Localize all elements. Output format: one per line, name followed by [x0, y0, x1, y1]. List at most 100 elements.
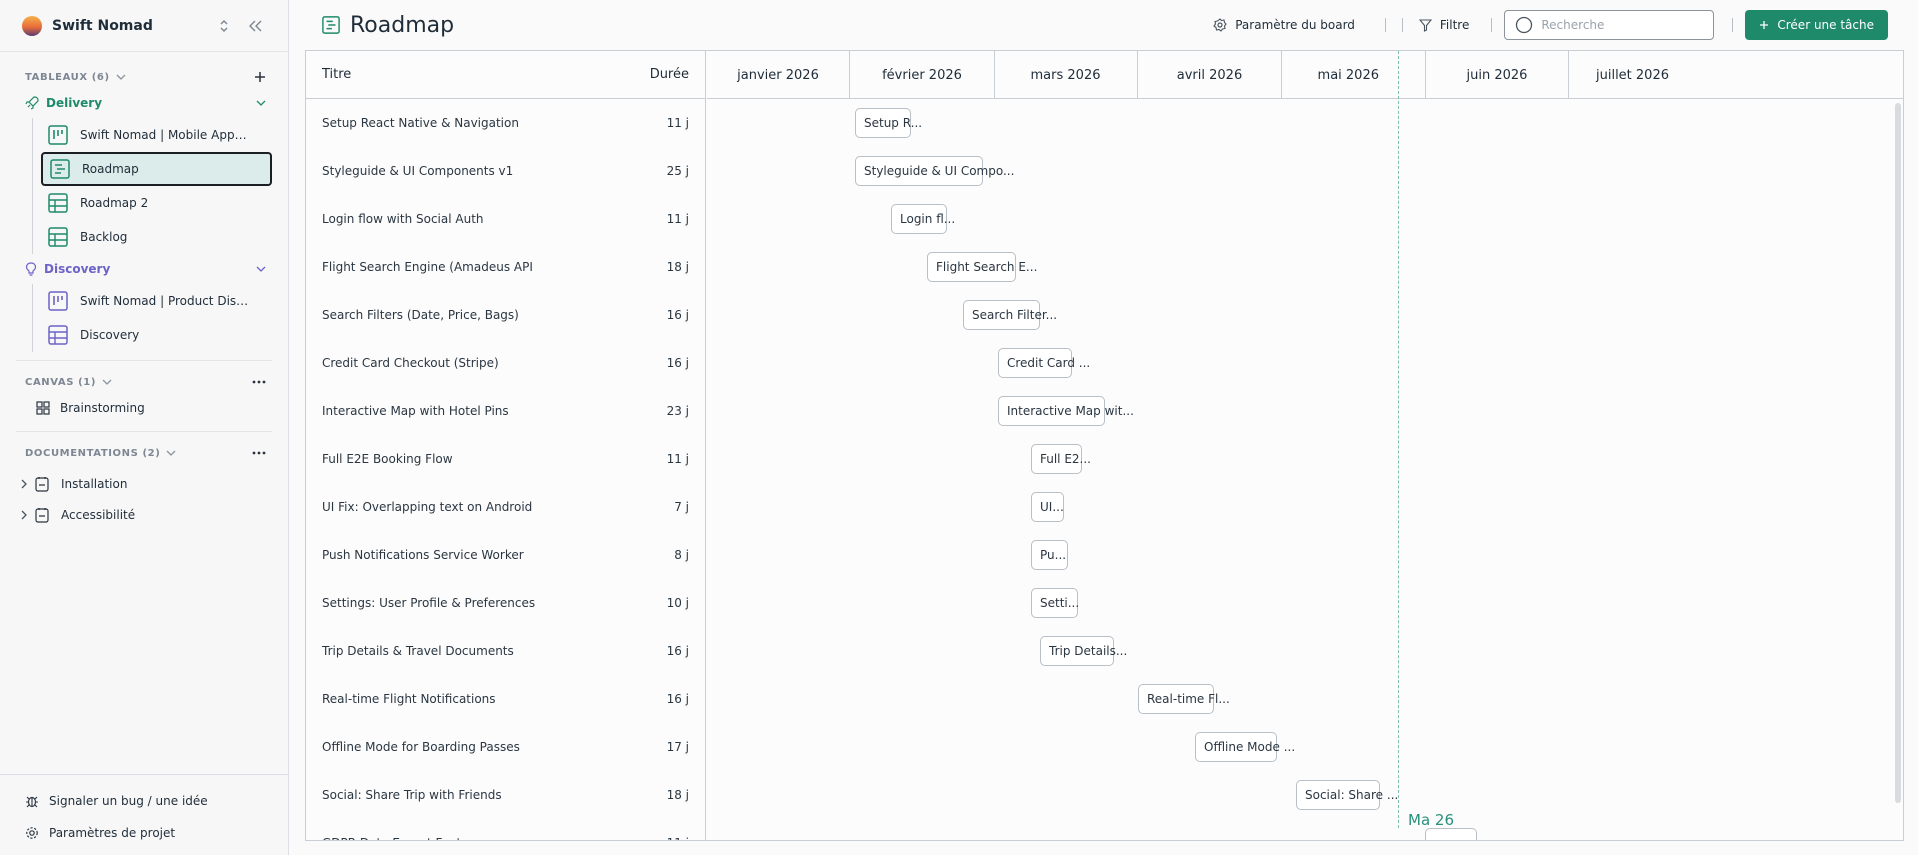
more-options-icon[interactable] — [252, 451, 266, 455]
divider — [1491, 18, 1493, 32]
docs-section-header[interactable]: DOCUMENTATIONS (2) — [0, 442, 288, 464]
canvas-section-header[interactable]: CANVAS (1) — [0, 371, 288, 393]
table-row[interactable]: UI Fix: Overlapping text on Android 7 j — [306, 483, 705, 531]
toolbar: Paramètre du board Filtre Créer une tâch… — [1205, 10, 1888, 40]
task-title: Settings: User Profile & Preferences — [322, 596, 536, 610]
task-bar[interactable]: UI... — [1031, 492, 1064, 522]
task-bar[interactable]: Offline Mode ... — [1195, 732, 1295, 762]
filter-icon — [1418, 18, 1432, 32]
task-bar[interactable]: Social: Share ... — [1296, 780, 1398, 810]
table-row[interactable]: Flight Search Engine (Amadeus API 18 j — [306, 243, 705, 291]
sidebar-footer: Signaler un bug / une idée Paramètres de… — [0, 774, 288, 855]
group-delivery[interactable]: Delivery — [0, 88, 288, 118]
more-options-icon[interactable] — [252, 380, 266, 384]
sidebar-item-discovery[interactable]: Discovery — [33, 318, 272, 352]
sidebar-item-mobile-app-board[interactable]: Swift Nomad | Mobile App Del... — [33, 118, 272, 152]
table-row[interactable]: Credit Card Checkout (Stripe) 16 j — [306, 339, 705, 387]
collapse-sidebar-icon[interactable] — [246, 16, 266, 36]
filter-button[interactable]: Filtre — [1411, 18, 1477, 32]
sidebar-item-label: Discovery — [80, 328, 140, 342]
chevron-down-icon[interactable] — [102, 378, 112, 386]
chevron-right-icon[interactable] — [20, 479, 28, 489]
report-bug-link[interactable]: Signaler un bug / une idée — [0, 785, 288, 817]
table-icon — [48, 193, 68, 213]
workspace-header[interactable]: Swift Nomad — [0, 0, 288, 52]
sidebar-item-installation[interactable]: Installation — [0, 468, 288, 499]
table-row[interactable]: Real-time Flight Notifications 16 j — [306, 675, 705, 723]
task-bar[interactable]: Setti... — [1031, 588, 1079, 618]
task-title: Search Filters (Date, Price, Bags) — [322, 308, 519, 322]
gantt-chart: Titre Durée Setup React Native & Navigat… — [305, 50, 1904, 841]
sidebar-item-backlog[interactable]: Backlog — [33, 220, 272, 254]
group-discovery[interactable]: Discovery — [0, 254, 288, 284]
chevron-down-icon[interactable] — [166, 449, 176, 457]
today-marker-line — [1398, 51, 1399, 828]
task-bar[interactable]: Credit Card ... — [998, 348, 1090, 378]
gear-icon — [25, 826, 39, 840]
search-box[interactable] — [1504, 10, 1715, 40]
task-duration: 16 j — [666, 692, 689, 706]
report-bug-label: Signaler un bug / une idée — [49, 794, 208, 808]
task-bar[interactable]: Flight Search E... — [927, 252, 1037, 282]
task-title: Offline Mode for Boarding Passes — [322, 740, 520, 754]
workspace-logo — [22, 15, 42, 36]
sidebar-item-product-discovery-board[interactable]: Swift Nomad | Product Discov... — [33, 284, 272, 318]
vertical-scrollbar[interactable] — [1895, 103, 1901, 803]
create-task-button[interactable]: Créer une tâche — [1745, 10, 1888, 40]
roadmap-icon — [50, 159, 70, 179]
chevron-down-icon[interactable] — [116, 73, 126, 81]
add-board-button[interactable] — [254, 71, 266, 83]
sidebar: Swift Nomad TABLEAUX (6) Delivery Swift … — [0, 0, 289, 855]
table-row[interactable]: Styleguide & UI Components v1 25 j — [306, 147, 705, 195]
project-settings-link[interactable]: Paramètres de projet — [0, 817, 288, 849]
sidebar-item-accessibilite[interactable]: Accessibilité — [0, 499, 288, 530]
table-row[interactable]: Search Filters (Date, Price, Bags) 16 j — [306, 291, 705, 339]
task-bar[interactable]: Setup R... — [855, 108, 922, 138]
table-row[interactable]: Interactive Map with Hotel Pins 23 j — [306, 387, 705, 435]
board-settings-button[interactable]: Paramètre du board — [1205, 18, 1363, 32]
task-duration: 11 j — [666, 212, 689, 226]
table-row[interactable]: GDPR Data Export Feature 11 j — [306, 819, 705, 840]
task-bar[interactable]: Styleguide & UI Compo... — [855, 156, 1014, 186]
table-row[interactable]: Settings: User Profile & Preferences 10 j — [306, 579, 705, 627]
task-bar[interactable]: Search Filter... — [963, 300, 1057, 330]
sidebar-item-label: Backlog — [80, 230, 128, 244]
task-duration: 8 j — [674, 548, 689, 562]
sidebar-item-roadmap[interactable]: Roadmap — [41, 152, 272, 186]
task-title: GDPR Data Export Feature — [322, 836, 657, 840]
workspace-switch-icon[interactable] — [214, 16, 234, 36]
table-row[interactable]: Full E2E Booking Flow 11 j — [306, 435, 705, 483]
task-bar[interactable]: Interactive Map wit... — [998, 396, 1134, 426]
tableaux-section-header[interactable]: TABLEAUX (6) — [0, 66, 288, 88]
task-bar[interactable]: Real-time Fl... — [1138, 684, 1230, 714]
document-icon — [35, 507, 49, 523]
divider — [16, 431, 272, 432]
rocket-icon — [25, 96, 39, 110]
task-duration: 18 j — [666, 260, 689, 274]
page-header: Roadmap Paramètre du board Filtre — [290, 0, 1918, 50]
table-row[interactable]: Offline Mode for Boarding Passes 17 j — [306, 723, 705, 771]
task-bar[interactable]: Full E2... — [1031, 444, 1091, 474]
task-bar[interactable]: Pu... — [1031, 540, 1068, 570]
chevron-down-icon[interactable] — [256, 265, 266, 273]
table-row[interactable]: Trip Details & Travel Documents 16 j — [306, 627, 705, 675]
search-input[interactable] — [1541, 18, 1712, 32]
task-bar[interactable]: Trip Details... — [1040, 636, 1127, 666]
sidebar-item-roadmap-2[interactable]: Roadmap 2 — [33, 186, 272, 220]
task-bar[interactable] — [1425, 828, 1477, 840]
sidebar-item-label: Roadmap 2 — [80, 196, 149, 210]
sidebar-item-brainstorming[interactable]: Brainstorming — [0, 393, 288, 423]
task-bar[interactable]: Login fl... — [891, 204, 955, 234]
table-row[interactable]: Login flow with Social Auth 11 j — [306, 195, 705, 243]
table-row[interactable]: Social: Share Trip with Friends 18 j — [306, 771, 705, 819]
chevron-right-icon[interactable] — [20, 510, 28, 520]
divider — [16, 360, 272, 361]
divider — [1732, 18, 1734, 32]
docs-section-title: DOCUMENTATIONS (2) — [25, 447, 161, 459]
chevron-down-icon[interactable] — [256, 99, 266, 107]
board-settings-label: Paramètre du board — [1235, 18, 1355, 32]
table-row[interactable]: Setup React Native & Navigation 11 j — [306, 99, 705, 147]
table-row[interactable]: Push Notifications Service Worker 8 j — [306, 531, 705, 579]
task-title: Full E2E Booking Flow — [322, 452, 453, 466]
task-duration: 11 j — [666, 452, 689, 466]
